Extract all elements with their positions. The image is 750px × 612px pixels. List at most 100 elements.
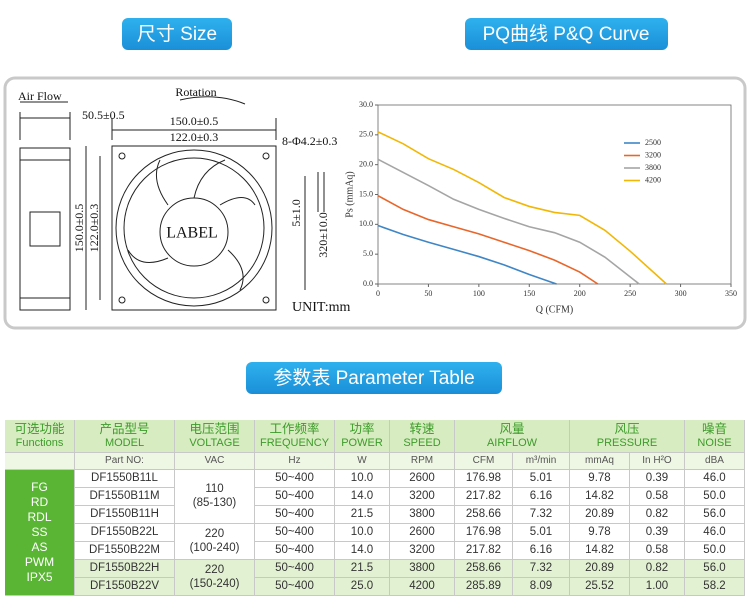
data-cell: 58.2 xyxy=(685,578,745,596)
cell-text: 风量 xyxy=(499,422,525,437)
cell-text: MODEL xyxy=(104,436,145,449)
data-cell: 7.32 xyxy=(513,560,570,578)
data-cell: 50~400 xyxy=(255,488,335,506)
header-cell: 产品型号 MODEL xyxy=(75,420,175,453)
series-line xyxy=(377,194,599,285)
data-cell: 6.16 xyxy=(513,488,570,506)
cell-text: W xyxy=(357,455,367,467)
data-cell: 5.01 xyxy=(513,524,570,542)
data-cell: 176.98 xyxy=(455,524,513,542)
cell-text: 5.01 xyxy=(529,471,553,484)
cell-text: dBA xyxy=(705,455,724,467)
section-title: 尺寸 Size xyxy=(137,23,217,45)
cell-text: m³/min xyxy=(525,455,557,467)
data-cell: 14.0 xyxy=(335,542,390,560)
cell-text: 50~400 xyxy=(275,561,314,574)
drawing-label: 122.0±0.3 xyxy=(170,130,219,144)
header-cell: 可选功能 Functions xyxy=(5,420,75,453)
unit-cell: dBA xyxy=(685,453,745,470)
cell-text: 258.66 xyxy=(465,507,502,520)
data-cell: 3800 xyxy=(390,506,455,524)
cell-text: Hz xyxy=(288,455,301,467)
cell-text: 9.78 xyxy=(588,471,611,484)
data-cell: 176.98 xyxy=(455,470,513,488)
data-cell: DF1550B11H xyxy=(75,506,175,524)
y-tick-label: 10.0 xyxy=(359,219,373,228)
cell-text: 0.58 xyxy=(645,489,669,502)
cell-text: mmAq xyxy=(585,455,614,467)
unit-cell: Hz xyxy=(255,453,335,470)
cell-text: Functions xyxy=(15,436,64,449)
cell-text: 220 xyxy=(204,564,225,577)
drawing-label: Rotation xyxy=(175,85,216,99)
unit-cell: mmAq xyxy=(570,453,630,470)
cell-text: 20.89 xyxy=(585,561,614,574)
data-cell: 56.0 xyxy=(685,506,745,524)
series-line xyxy=(377,224,557,285)
unit-cell xyxy=(5,453,75,470)
cell-text: 176.98 xyxy=(465,471,502,484)
cell-text: 25.52 xyxy=(585,579,614,592)
pill xyxy=(246,362,502,394)
data-cell: 20.89 xyxy=(570,560,630,578)
cell-text: 46.0 xyxy=(703,525,726,538)
x-tick-label: 350 xyxy=(725,289,737,298)
functions-cell: FG RD RDL SS AS PWM IPX5 xyxy=(5,470,75,596)
drawing-label: 122.0±0.3 xyxy=(87,204,101,253)
cell-text: 风压 xyxy=(614,422,640,437)
y-tick-label: 25.0 xyxy=(359,130,373,139)
x-tick-label: 0 xyxy=(376,289,380,298)
unit-cell: Part NO: xyxy=(75,453,175,470)
cell-text: (85-130) xyxy=(192,496,237,509)
section-title: 参数表 Parameter Table xyxy=(273,367,474,389)
data-cell: DF1550B22V xyxy=(75,578,175,596)
x-axis-label: Q (CFM) xyxy=(536,304,574,315)
top-panel: 尺寸 Size PQ曲线 P&Q Curve 参数表 Parameter Tab… xyxy=(3,18,747,394)
cell-text: NOISE xyxy=(697,436,732,449)
cell-text: 功率 xyxy=(349,422,375,437)
data-cell: 50~400 xyxy=(255,560,335,578)
drawing-label: 50.5±0.5 xyxy=(82,108,125,122)
unit-cell: W xyxy=(335,453,390,470)
data-cell: 25.52 xyxy=(570,578,630,596)
cell-text: FREQUENCY xyxy=(259,436,330,449)
cell-text: SS xyxy=(31,525,48,539)
data-cell: 2600 xyxy=(390,470,455,488)
legend-label: 3200 xyxy=(645,150,661,159)
cell-text: SPEED xyxy=(403,436,441,449)
data-cell: 3800 xyxy=(390,560,455,578)
cell-text: Part NO: xyxy=(105,455,144,467)
cell-text: 7.32 xyxy=(529,507,553,520)
cell-text: 5.01 xyxy=(529,525,553,538)
cell-text: 6.16 xyxy=(529,543,553,556)
cell-text: 25.0 xyxy=(350,579,374,592)
cell-text: (100-240) xyxy=(189,541,240,554)
cell-text: 14.0 xyxy=(350,543,374,556)
pill xyxy=(465,18,668,50)
data-cell: 21.5 xyxy=(335,560,390,578)
cell-text: 3800 xyxy=(409,507,435,520)
cell-text: POWER xyxy=(341,436,383,449)
cell-text: 0.58 xyxy=(645,543,669,556)
cell-text: 8.09 xyxy=(529,579,553,592)
data-cell: 7.32 xyxy=(513,506,570,524)
header-cell: 工作频率 FREQUENCY xyxy=(255,420,335,453)
series-line xyxy=(377,158,640,285)
cell-text: RPM xyxy=(410,455,434,467)
voltage-cell: 220 (100-240) xyxy=(175,524,255,560)
data-cell: 14.0 xyxy=(335,488,390,506)
cell-text: 20.89 xyxy=(585,507,614,520)
drawing-label: 320±10.0 xyxy=(316,212,330,258)
cell-text: 58.2 xyxy=(703,579,726,592)
cell-text: FG xyxy=(31,480,48,494)
data-cell: 14.82 xyxy=(570,542,630,560)
series-line xyxy=(377,131,667,285)
cell-text: 50~400 xyxy=(275,579,314,592)
data-cell: 21.5 xyxy=(335,506,390,524)
cell-text: DF1550B22H xyxy=(89,561,160,574)
x-tick-label: 150 xyxy=(523,289,535,298)
header-cell: 电压范围 VOLTAGE xyxy=(175,420,255,453)
data-cell: 0.58 xyxy=(630,488,685,506)
